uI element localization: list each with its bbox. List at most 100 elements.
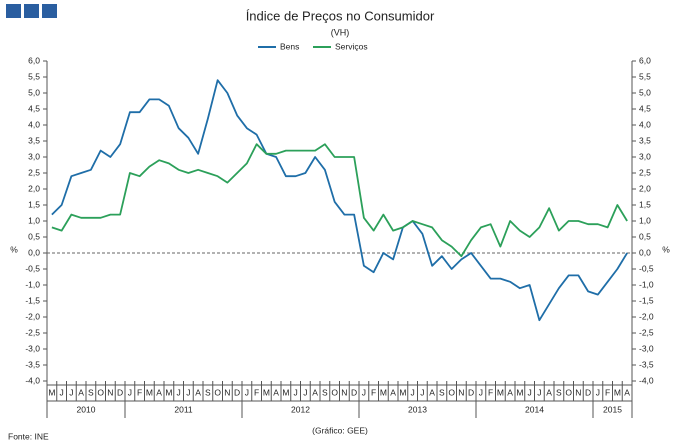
x-tick-label: D [117,387,123,397]
x-tick-label: O [565,387,572,397]
x-tick-label: J [420,387,424,397]
year-label: 2015 [603,404,622,414]
x-tick-label: J [294,387,298,397]
chart-title: Índice de Preços no Consumidor [246,8,435,23]
x-tick-label: A [195,387,201,397]
x-tick-label: O [448,387,455,397]
logo-square [6,4,21,18]
y2-axis-label: % [662,244,670,254]
x-tick-label: A [78,387,84,397]
year-label: 2010 [77,404,96,414]
logo-square [24,4,39,18]
x-tick-label: D [585,387,591,397]
y2-tick-label: -1,5 [639,295,654,305]
y2-tick-label: 1,5 [639,199,651,209]
x-tick-label: S [322,387,328,397]
y-tick-label: -2,0 [25,311,40,321]
x-tick-label: F [488,387,493,397]
y-tick-label: -3,5 [25,359,40,369]
x-tick-label: A [429,387,435,397]
x-tick-label: M [146,387,153,397]
y2-tick-label: -0,5 [639,263,654,273]
y-tick-label: 0,0 [28,247,40,257]
x-tick-label: M [497,387,504,397]
x-tick-label: O [331,387,338,397]
y2-tick-label: 5,5 [639,71,651,81]
x-tick-label: A [312,387,318,397]
x-tick-label: F [137,387,142,397]
y2-tick-label: -2,5 [639,327,654,337]
y-tick-label: -1,5 [25,295,40,305]
x-tick-label: D [234,387,240,397]
y-tick-label: 5,0 [28,87,40,97]
source: Fonte: INE [8,431,49,441]
logo-square [42,4,57,18]
x-tick-label: M [614,387,621,397]
legend-label: Serviços [335,41,368,51]
y2-tick-label: -4,0 [639,375,654,385]
x-tick-label: M [516,387,523,397]
x-tick-label: N [341,387,347,397]
y-tick-label: 5,5 [28,71,40,81]
x-tick-label: D [468,387,474,397]
y-tick-label: -2,5 [25,327,40,337]
y-tick-label: 4,5 [28,103,40,113]
y2-tick-label: -2,0 [639,311,654,321]
y2-tick-label: -1,0 [639,279,654,289]
y-tick-label: 6,0 [28,55,40,65]
year-label: 2012 [291,404,310,414]
y2-tick-label: 0,0 [639,247,651,257]
y-tick-label: 1,0 [28,215,40,225]
x-tick-label: S [439,387,445,397]
year-label: 2011 [174,404,193,414]
x-tick-label: O [214,387,221,397]
y2-tick-label: 0,5 [639,231,651,241]
y2-tick-label: 4,0 [639,119,651,129]
x-tick-label: M [165,387,172,397]
y2-tick-label: -3,5 [639,359,654,369]
legend-label: Bens [280,41,299,51]
x-tick-label: J [479,387,483,397]
y2-tick-label: 6,0 [639,55,651,65]
series-line [51,143,628,258]
year-label: 2013 [408,404,427,414]
x-tick-label: A [273,387,279,397]
x-tick-label: N [224,387,230,397]
x-tick-label: A [546,387,552,397]
y-tick-label: -1,0 [25,279,40,289]
y-tick-label: 2,5 [28,167,40,177]
year-label: 2014 [525,404,544,414]
x-tick-label: J [69,387,73,397]
y-tick-label: -3,0 [25,343,40,353]
y2-tick-label: 2,0 [639,183,651,193]
chart-subtitle: (VH) [331,27,350,37]
x-tick-label: J [177,387,181,397]
y2-tick-label: 1,0 [639,215,651,225]
x-tick-label: J [60,387,64,397]
y2-tick-label: 3,0 [639,151,651,161]
x-tick-label: S [556,387,562,397]
y-axis-label: % [10,244,18,254]
y-tick-label: -0,5 [25,263,40,273]
credit: (Gráfico: GEE) [312,425,368,435]
x-tick-label: S [88,387,94,397]
y-tick-label: 1,5 [28,199,40,209]
x-tick-label: J [186,387,190,397]
y2-tick-label: 3,5 [639,135,651,145]
x-tick-label: N [458,387,464,397]
x-tick-label: F [371,387,376,397]
y-tick-label: 2,0 [28,183,40,193]
x-tick-label: A [507,387,513,397]
x-tick-label: A [624,387,630,397]
x-tick-label: J [245,387,249,397]
x-tick-label: J [362,387,366,397]
y-tick-label: 4,0 [28,119,40,129]
x-tick-label: D [351,387,357,397]
y2-tick-label: 4,5 [639,103,651,113]
y2-tick-label: 5,0 [639,87,651,97]
y-tick-label: 0,5 [28,231,40,241]
x-tick-label: J [596,387,600,397]
x-tick-label: A [156,387,162,397]
x-tick-label: J [528,387,532,397]
